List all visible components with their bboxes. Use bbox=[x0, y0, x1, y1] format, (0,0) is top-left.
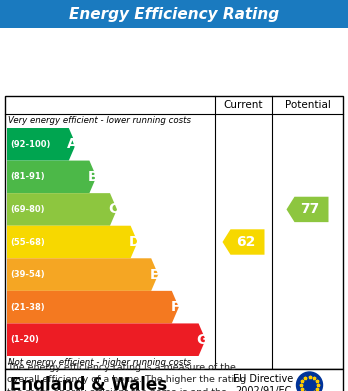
Text: (69-80): (69-80) bbox=[10, 205, 45, 214]
Text: (21-38): (21-38) bbox=[10, 303, 45, 312]
Text: (39-54): (39-54) bbox=[10, 270, 45, 279]
Text: Current: Current bbox=[224, 100, 263, 110]
Circle shape bbox=[296, 372, 323, 391]
Text: B: B bbox=[88, 170, 98, 184]
Polygon shape bbox=[7, 258, 158, 291]
Text: C: C bbox=[108, 203, 119, 217]
Text: F: F bbox=[171, 300, 180, 314]
Polygon shape bbox=[222, 229, 264, 255]
Text: A: A bbox=[67, 137, 78, 151]
Text: 77: 77 bbox=[300, 203, 319, 217]
Text: D: D bbox=[128, 235, 140, 249]
Text: (1-20): (1-20) bbox=[10, 335, 39, 344]
Text: Not energy efficient - higher running costs: Not energy efficient - higher running co… bbox=[8, 358, 191, 367]
Text: Potential: Potential bbox=[285, 100, 331, 110]
Text: (81-91): (81-91) bbox=[10, 172, 45, 181]
Bar bbox=[0, 0, 348, 28]
Text: Very energy efficient - lower running costs: Very energy efficient - lower running co… bbox=[8, 116, 191, 125]
Text: EU Directive
2002/91/EC: EU Directive 2002/91/EC bbox=[234, 374, 294, 391]
Text: (55-68): (55-68) bbox=[10, 237, 45, 246]
Polygon shape bbox=[7, 323, 206, 356]
Text: 62: 62 bbox=[236, 235, 255, 249]
Bar bbox=[5, 369, 343, 391]
Text: The energy efficiency rating is a measure of the
overall efficiency of a home. T: The energy efficiency rating is a measur… bbox=[7, 363, 246, 391]
Polygon shape bbox=[7, 161, 96, 193]
Polygon shape bbox=[7, 291, 179, 323]
Text: England & Wales: England & Wales bbox=[10, 376, 167, 391]
Text: (92-100): (92-100) bbox=[10, 140, 50, 149]
Polygon shape bbox=[7, 193, 117, 226]
Text: G: G bbox=[196, 333, 208, 347]
Polygon shape bbox=[7, 128, 76, 161]
Bar bbox=[5, 96, 343, 369]
Polygon shape bbox=[286, 197, 329, 222]
Text: E: E bbox=[150, 267, 159, 282]
Polygon shape bbox=[7, 226, 137, 258]
Text: Energy Efficiency Rating: Energy Efficiency Rating bbox=[69, 7, 279, 22]
